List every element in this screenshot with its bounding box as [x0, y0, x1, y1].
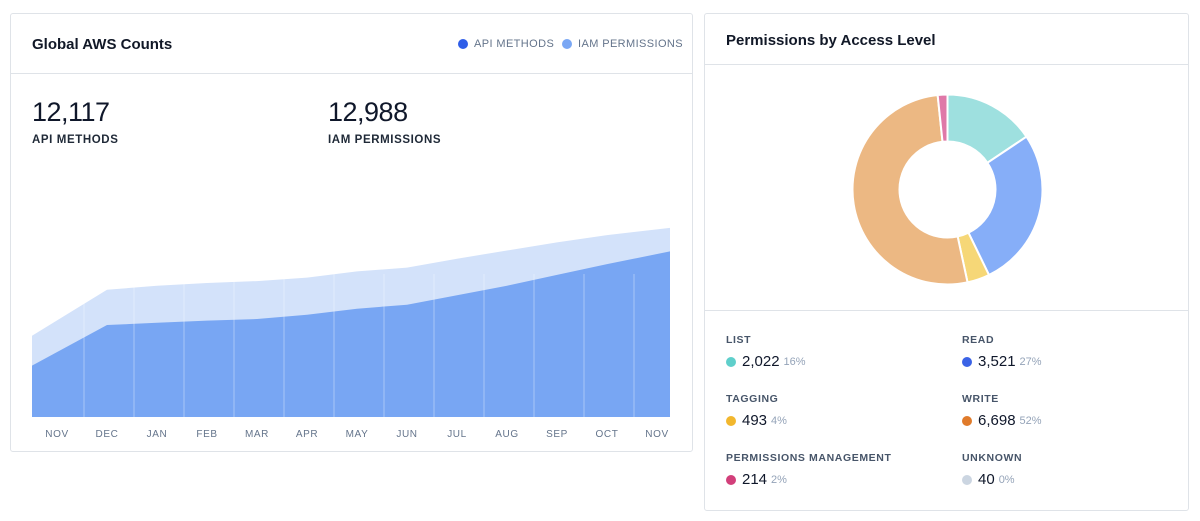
x-tick-label: NOV — [45, 429, 68, 440]
x-tick-label: NOV — [645, 429, 668, 440]
access-percent: 2% — [771, 473, 787, 486]
donut-slice-write — [851, 93, 969, 286]
series-area-api-methods — [32, 251, 670, 417]
x-tick-label: MAR — [245, 429, 269, 440]
counts-area-chart: NOV DEC JAN FEB MAR APR MAY JUN JUL AUG SEP OCT NOV — [32, 227, 670, 440]
access-percent: 0% — [998, 473, 1015, 486]
legend-iam-permissions[interactable]: IAM PERMISSIONS — [562, 38, 683, 50]
global-aws-counts-card: Global AWS Counts API METHODS IAM PERMIS… — [10, 13, 693, 452]
x-tick-label: DEC — [96, 429, 119, 440]
tagging-color-dot — [726, 415, 736, 426]
access-name: UNKNOWN — [962, 452, 1023, 464]
divider — [705, 310, 1188, 311]
x-tick-label: FEB — [196, 429, 217, 440]
access-count: 3,521 — [978, 353, 1016, 370]
x-tick-label: APR — [296, 429, 318, 440]
access-percent: 52% — [1019, 414, 1042, 427]
read-color-dot — [962, 356, 972, 367]
permissions-by-access-level-card: Permissions by Access Level LIST 2,022 16… — [704, 13, 1189, 511]
api-methods-legend-dot — [458, 39, 468, 49]
legend-iam-label: IAM PERMISSIONS — [578, 38, 684, 50]
access-level-donut-chart — [851, 93, 1044, 286]
access-count: 40 — [978, 471, 995, 488]
access-name: READ — [962, 334, 995, 346]
legend-api-label: API METHODS — [474, 38, 555, 50]
access-count: 6,698 — [978, 412, 1016, 429]
iam-permissions-legend-dot — [562, 39, 572, 49]
access-count: 2,022 — [742, 353, 780, 370]
access-item-read: READ 3,521 27% — [962, 334, 1042, 370]
access-item-unknown: UNKNOWN 40 0% — [962, 452, 1022, 488]
x-tick-label: MAY — [346, 429, 369, 440]
api-methods-value: 12,117 — [32, 97, 110, 127]
permissions-management-color-dot — [726, 474, 736, 485]
access-card-title: Permissions by Access Level — [726, 32, 936, 49]
counts-card-header: Global AWS Counts API METHODS IAM PERMIS… — [11, 14, 692, 74]
counts-card-title: Global AWS Counts — [32, 36, 173, 53]
write-color-dot — [962, 415, 972, 426]
api-methods-label: API METHODS — [32, 134, 119, 146]
access-count: 493 — [742, 412, 768, 429]
x-tick-label: OCT — [596, 429, 619, 440]
access-count: 214 — [742, 471, 768, 488]
donut-slice-permissions-management — [936, 93, 949, 143]
iam-permissions-label: IAM PERMISSIONS — [328, 134, 442, 146]
access-item-permissions-management: PERMISSIONS MANAGEMENT 214 2% — [726, 452, 891, 488]
x-tick-label: AUG — [495, 429, 518, 440]
access-item-tagging: TAGGING 493 4% — [726, 393, 787, 429]
iam-permissions-value: 12,988 — [328, 97, 408, 127]
access-item-write: WRITE 6,698 52% — [962, 393, 1042, 429]
access-percent: 27% — [1019, 355, 1042, 368]
legend-api-methods[interactable]: API METHODS — [458, 38, 554, 50]
access-item-list: LIST 2,022 16% — [726, 334, 806, 370]
unknown-color-dot — [962, 474, 972, 485]
access-name: PERMISSIONS MANAGEMENT — [726, 452, 892, 464]
x-tick-label: JAN — [147, 429, 168, 440]
access-card-header: Permissions by Access Level — [705, 14, 1188, 65]
access-percent: 4% — [771, 414, 787, 427]
access-name: WRITE — [962, 393, 999, 405]
list-color-dot — [726, 356, 736, 367]
access-percent: 16% — [783, 355, 806, 368]
x-tick-label: JUN — [396, 429, 417, 440]
access-name: LIST — [726, 334, 752, 346]
access-name: TAGGING — [726, 393, 779, 405]
x-tick-label: SEP — [546, 429, 568, 440]
donut-slice-read — [967, 135, 1044, 277]
x-tick-label: JUL — [447, 429, 467, 440]
